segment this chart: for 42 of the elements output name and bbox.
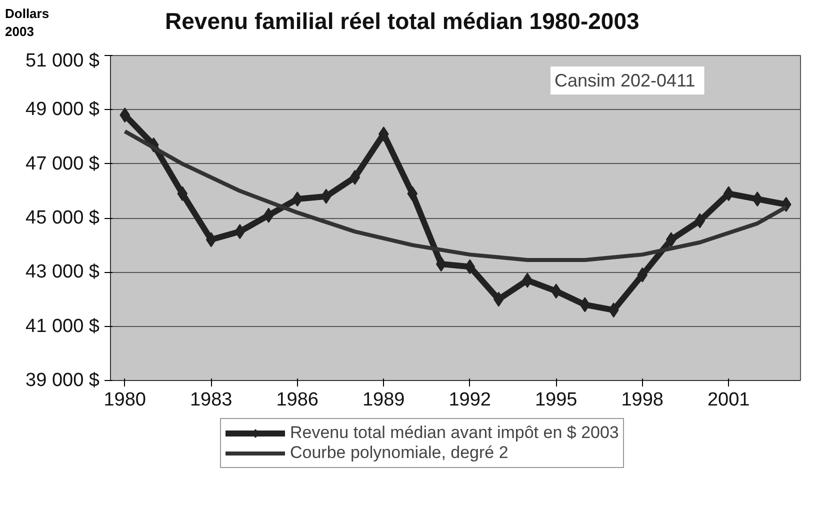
point: [263, 208, 274, 223]
point: [580, 297, 590, 312]
x-tick-label: 1980: [104, 390, 146, 410]
y-tick-label: 49 000 $: [26, 99, 100, 120]
point: [666, 232, 676, 248]
point: [493, 292, 504, 307]
y-tick-label: 43 000 $: [26, 262, 100, 283]
y-tick-label: 45 000 $: [26, 208, 100, 228]
y-tick-label: 39 000 $: [26, 370, 100, 391]
point: [550, 284, 562, 299]
point: [320, 188, 332, 204]
point: [120, 108, 130, 123]
point: [608, 302, 619, 318]
point: [723, 186, 734, 202]
legend-label: Revenu total médian avant impôt en $ 2003: [290, 423, 619, 443]
x-tick-label: 1989: [362, 390, 405, 410]
point: [350, 170, 360, 185]
point: [206, 232, 216, 248]
legend-label: Courbe polynomiale, degré 2: [290, 443, 508, 463]
point: [436, 256, 446, 272]
point: [637, 267, 648, 282]
point: [752, 192, 763, 207]
y-tick-label: 41 000 $: [26, 316, 100, 337]
point: [464, 259, 476, 274]
x-tick-label: 1986: [276, 390, 319, 410]
point: [292, 192, 303, 207]
y-axis-title: Dollars 2003: [5, 5, 50, 41]
annotation: Cansim 202-0411: [554, 70, 696, 90]
chart-title: Revenu familial réel total médian 1980-2003: [165, 7, 640, 36]
point: [177, 186, 188, 202]
x-tick-label: 1992: [448, 390, 492, 410]
x-tick-label: 1983: [190, 390, 232, 410]
x-tick-label: 2001: [707, 390, 750, 410]
y-tick-label: 47 000 $: [26, 153, 100, 174]
x-tick-label: 1995: [534, 390, 578, 410]
point: [378, 126, 389, 142]
point: [694, 213, 706, 228]
point: [522, 272, 533, 288]
y-tick-label: 51 000 $: [26, 50, 100, 72]
x-tick-label: 1998: [621, 390, 664, 410]
point: [407, 186, 418, 202]
point: [234, 224, 246, 240]
